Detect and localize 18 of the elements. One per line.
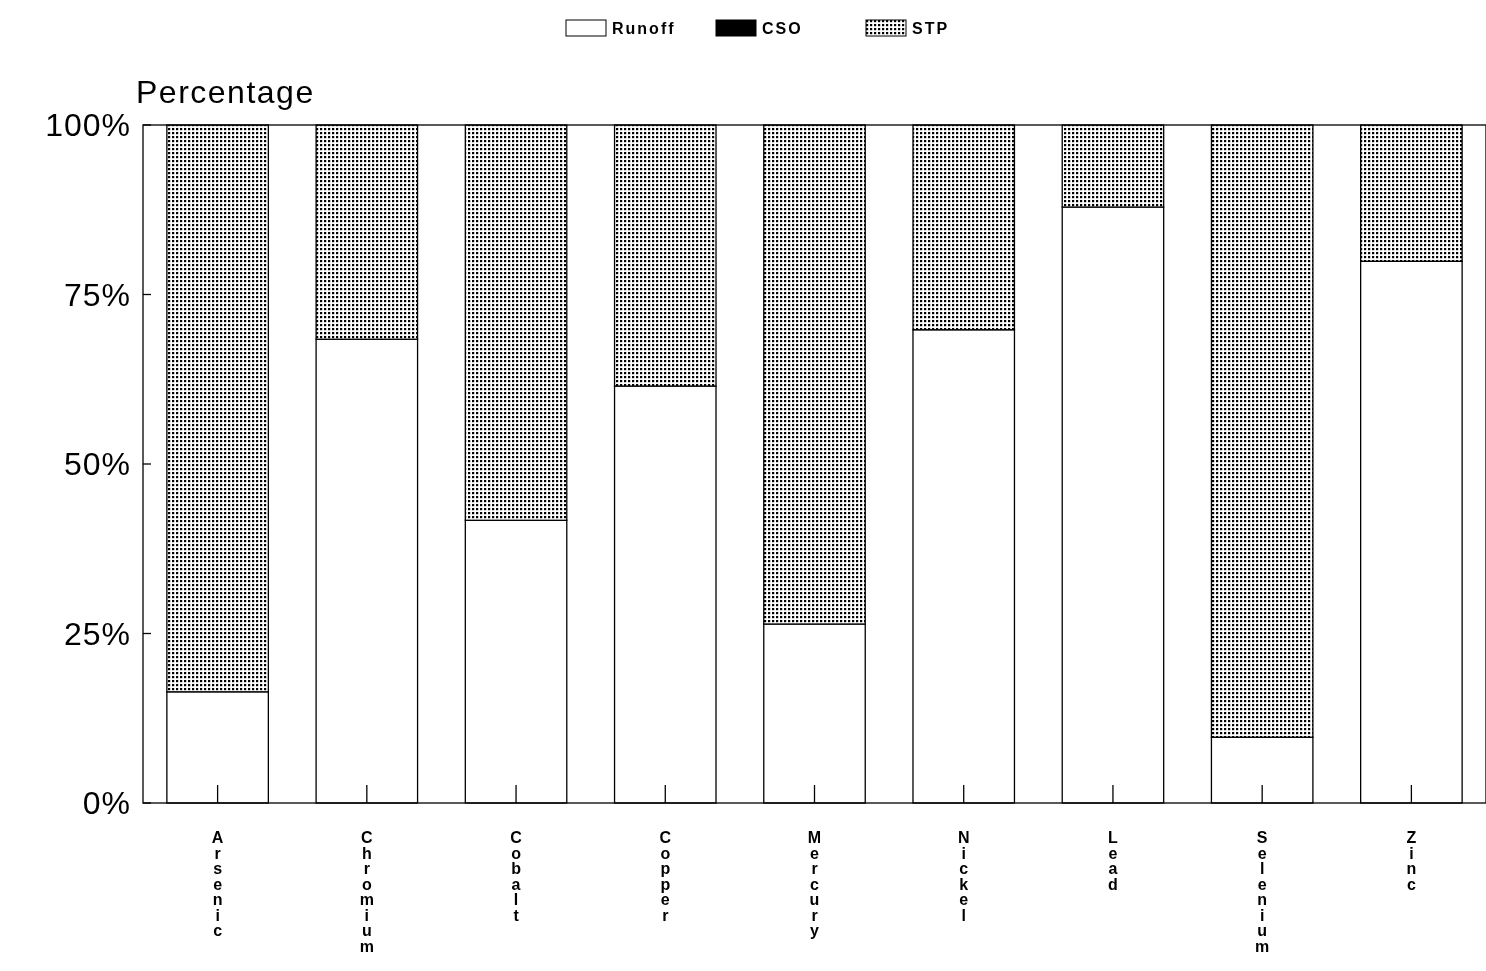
y-tick-label: 75% xyxy=(63,276,131,313)
legend-label: STP xyxy=(912,20,950,37)
x-tick-label: Copper xyxy=(659,829,672,924)
legend-label: Runoff xyxy=(612,20,676,37)
y-tick-label: 0% xyxy=(82,785,131,822)
y-tick-label: 25% xyxy=(63,615,131,652)
x-tick-label: Arsenic xyxy=(211,829,224,939)
y-tick-label: 100% xyxy=(45,107,131,144)
legend-label: CSO xyxy=(762,20,803,37)
x-tick-label: Cobalt xyxy=(510,829,523,924)
x-tick-label: Zinc xyxy=(1406,829,1417,893)
x-tick-label: Mercury xyxy=(807,829,822,939)
x-tick-label: Lead xyxy=(1108,829,1119,893)
y-tick-label: 50% xyxy=(63,446,131,483)
x-tick-label: Chromium xyxy=(359,829,374,955)
x-tick-label: Selenium xyxy=(1255,829,1270,955)
y-axis-title: Percentage xyxy=(136,74,315,110)
x-tick-label: Nickel xyxy=(957,829,970,924)
